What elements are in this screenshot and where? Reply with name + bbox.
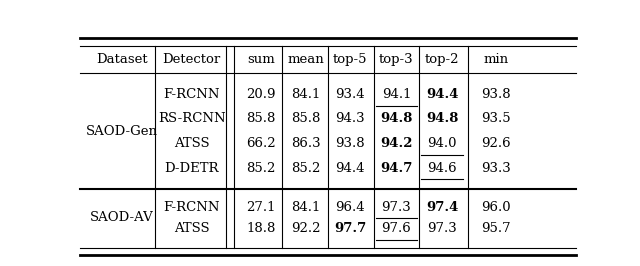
Text: 96.4: 96.4 <box>335 201 365 214</box>
Text: 86.3: 86.3 <box>291 137 321 150</box>
Text: RS-RCNN: RS-RCNN <box>158 113 225 126</box>
Text: 97.3: 97.3 <box>428 222 457 235</box>
Text: 84.1: 84.1 <box>291 201 321 214</box>
Text: 85.8: 85.8 <box>291 113 321 126</box>
Text: 85.2: 85.2 <box>246 162 276 174</box>
Text: 97.6: 97.6 <box>381 222 412 235</box>
Text: 27.1: 27.1 <box>246 201 276 214</box>
Text: F-RCNN: F-RCNN <box>163 201 220 214</box>
Text: 93.3: 93.3 <box>481 162 511 174</box>
Text: 94.2: 94.2 <box>380 137 413 150</box>
Text: ATSS: ATSS <box>174 137 209 150</box>
Text: 94.0: 94.0 <box>428 137 457 150</box>
Text: 94.1: 94.1 <box>381 88 411 101</box>
Text: Detector: Detector <box>163 53 221 66</box>
Text: 96.0: 96.0 <box>481 201 511 214</box>
Text: 94.6: 94.6 <box>428 162 457 174</box>
Text: 94.4: 94.4 <box>335 162 365 174</box>
Text: min: min <box>483 53 508 66</box>
Text: 66.2: 66.2 <box>246 137 276 150</box>
Text: top-5: top-5 <box>333 53 367 66</box>
Text: 94.3: 94.3 <box>335 113 365 126</box>
Text: 18.8: 18.8 <box>246 222 276 235</box>
Text: 97.3: 97.3 <box>381 201 412 214</box>
Text: 94.7: 94.7 <box>380 162 413 174</box>
Text: 93.5: 93.5 <box>481 113 511 126</box>
Text: sum: sum <box>247 53 275 66</box>
Text: D-DETR: D-DETR <box>164 162 219 174</box>
Text: 92.2: 92.2 <box>291 222 321 235</box>
Text: 20.9: 20.9 <box>246 88 276 101</box>
Text: 94.4: 94.4 <box>426 88 458 101</box>
Text: SAOD-AV: SAOD-AV <box>90 211 154 224</box>
Text: Dataset: Dataset <box>97 53 148 66</box>
Text: 85.8: 85.8 <box>246 113 276 126</box>
Text: mean: mean <box>287 53 324 66</box>
Text: 94.8: 94.8 <box>380 113 413 126</box>
Text: 85.2: 85.2 <box>291 162 321 174</box>
Text: F-RCNN: F-RCNN <box>163 88 220 101</box>
Text: 95.7: 95.7 <box>481 222 511 235</box>
Text: top-2: top-2 <box>425 53 460 66</box>
Text: SAOD-Gen: SAOD-Gen <box>86 125 158 138</box>
Text: 97.4: 97.4 <box>426 201 458 214</box>
Text: 93.4: 93.4 <box>335 88 365 101</box>
Text: 84.1: 84.1 <box>291 88 321 101</box>
Text: 93.8: 93.8 <box>335 137 365 150</box>
Text: 93.8: 93.8 <box>481 88 511 101</box>
Text: 92.6: 92.6 <box>481 137 511 150</box>
Text: ATSS: ATSS <box>174 222 209 235</box>
Text: 97.7: 97.7 <box>334 222 367 235</box>
Text: top-3: top-3 <box>379 53 414 66</box>
Text: 94.8: 94.8 <box>426 113 458 126</box>
